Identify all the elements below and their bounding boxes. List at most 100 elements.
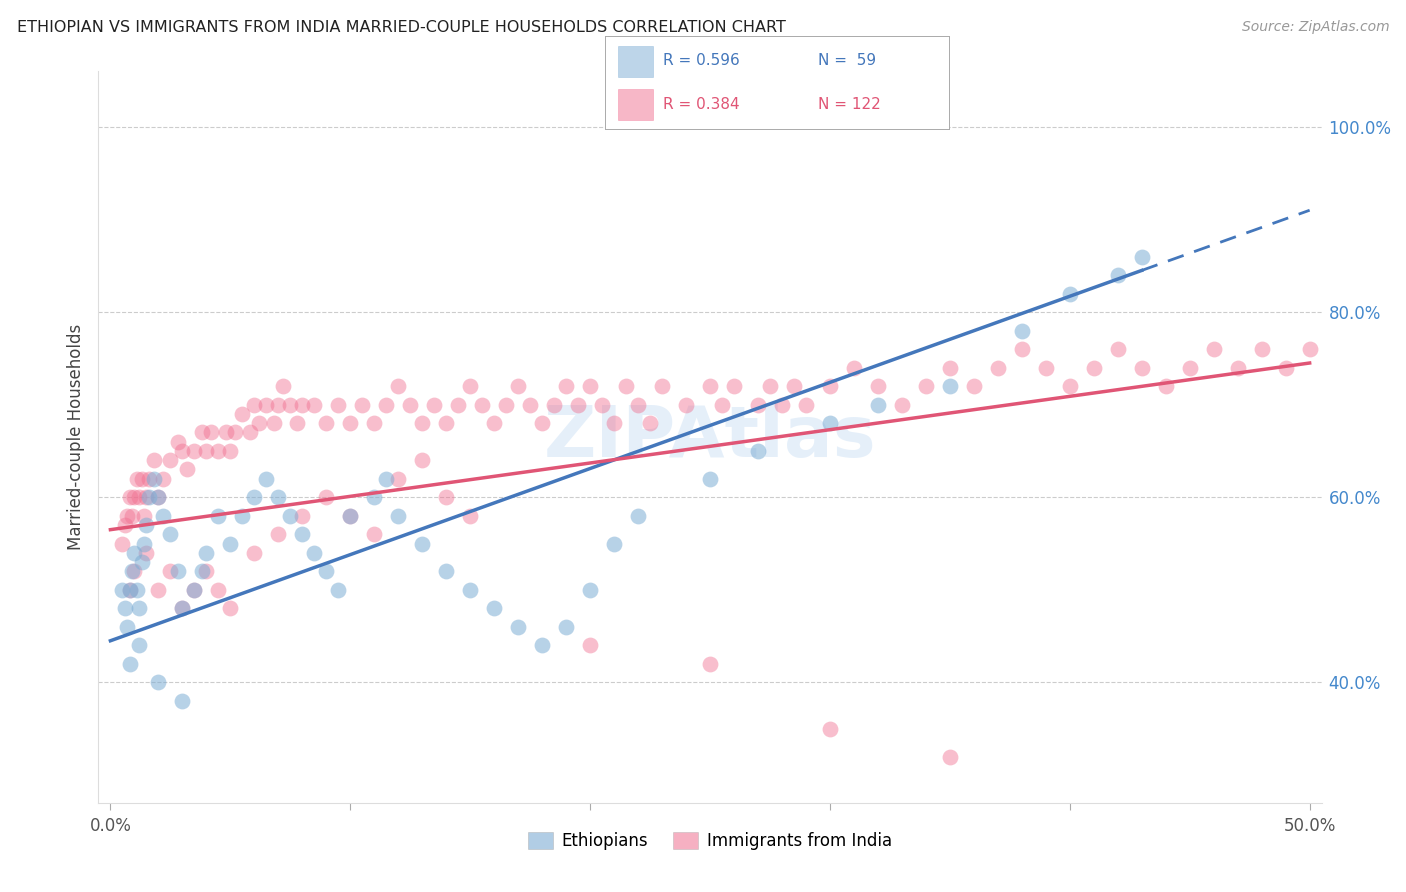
Point: [1035, 360, 1057, 375]
Point: [115, 620, 138, 634]
Point: [543, 398, 565, 412]
Point: [183, 582, 205, 597]
Point: [890, 398, 912, 412]
Point: [114, 518, 136, 533]
Point: [603, 536, 626, 550]
Point: [579, 379, 602, 393]
Point: [939, 379, 962, 393]
Point: [172, 694, 194, 708]
Point: [254, 472, 277, 486]
Point: [1298, 342, 1320, 356]
Point: [627, 508, 650, 523]
Point: [142, 472, 165, 486]
Point: [1226, 360, 1249, 375]
Point: [128, 601, 150, 615]
Point: [328, 398, 350, 412]
Point: [1011, 324, 1033, 338]
Point: [603, 416, 626, 430]
Point: [1274, 360, 1296, 375]
Point: [411, 416, 433, 430]
Point: [458, 508, 481, 523]
Point: [190, 565, 212, 579]
Legend: Ethiopians, Immigrants from India: Ethiopians, Immigrants from India: [522, 825, 898, 856]
Point: [124, 490, 146, 504]
Point: [591, 398, 613, 412]
Point: [1202, 342, 1225, 356]
Point: [915, 379, 938, 393]
Point: [1107, 268, 1129, 282]
Point: [152, 508, 174, 523]
Point: [508, 620, 530, 634]
FancyBboxPatch shape: [619, 46, 652, 77]
Point: [651, 379, 673, 393]
Text: N =  59: N = 59: [818, 54, 876, 69]
Text: ETHIOPIAN VS IMMIGRANTS FROM INDIA MARRIED-COUPLE HOUSEHOLDS CORRELATION CHART: ETHIOPIAN VS IMMIGRANTS FROM INDIA MARRI…: [17, 20, 786, 35]
Point: [1083, 360, 1105, 375]
Point: [482, 416, 505, 430]
Point: [363, 490, 385, 504]
Point: [1154, 379, 1177, 393]
Point: [434, 565, 457, 579]
Point: [243, 546, 266, 560]
Point: [411, 536, 433, 550]
Point: [243, 490, 266, 504]
Point: [555, 620, 578, 634]
Point: [1107, 342, 1129, 356]
Point: [111, 582, 134, 597]
Point: [121, 565, 143, 579]
Point: [159, 453, 181, 467]
Point: [519, 398, 541, 412]
Point: [1059, 379, 1081, 393]
Point: [190, 425, 212, 440]
Point: [207, 582, 229, 597]
Point: [118, 490, 141, 504]
Point: [939, 749, 962, 764]
Point: [138, 472, 160, 486]
Point: [214, 425, 236, 440]
Point: [567, 398, 589, 412]
Point: [278, 508, 301, 523]
Point: [148, 490, 170, 504]
Point: [1130, 360, 1153, 375]
Point: [458, 582, 481, 597]
Point: [375, 398, 398, 412]
Point: [699, 472, 721, 486]
Point: [124, 546, 146, 560]
Point: [291, 398, 314, 412]
Point: [166, 565, 188, 579]
Point: [315, 565, 337, 579]
Point: [138, 490, 160, 504]
Point: [699, 657, 721, 671]
Point: [328, 582, 350, 597]
Point: [352, 398, 374, 412]
Point: [231, 407, 253, 421]
Point: [675, 398, 697, 412]
Point: [238, 425, 260, 440]
Text: N = 122: N = 122: [818, 96, 882, 112]
Point: [866, 398, 889, 412]
Point: [387, 379, 409, 393]
Point: [508, 379, 530, 393]
Point: [987, 360, 1010, 375]
Point: [172, 444, 194, 458]
Point: [614, 379, 637, 393]
Point: [128, 490, 150, 504]
Point: [172, 601, 194, 615]
Point: [434, 416, 457, 430]
Point: [304, 546, 326, 560]
Point: [254, 398, 277, 412]
Point: [399, 398, 422, 412]
Point: [183, 582, 205, 597]
Point: [224, 425, 246, 440]
Point: [363, 527, 385, 541]
Point: [434, 490, 457, 504]
Point: [135, 490, 157, 504]
Point: [423, 398, 446, 412]
Point: [267, 527, 290, 541]
Point: [207, 444, 229, 458]
Point: [627, 398, 650, 412]
Point: [267, 398, 290, 412]
Point: [711, 398, 734, 412]
Point: [579, 582, 602, 597]
Point: [482, 601, 505, 615]
